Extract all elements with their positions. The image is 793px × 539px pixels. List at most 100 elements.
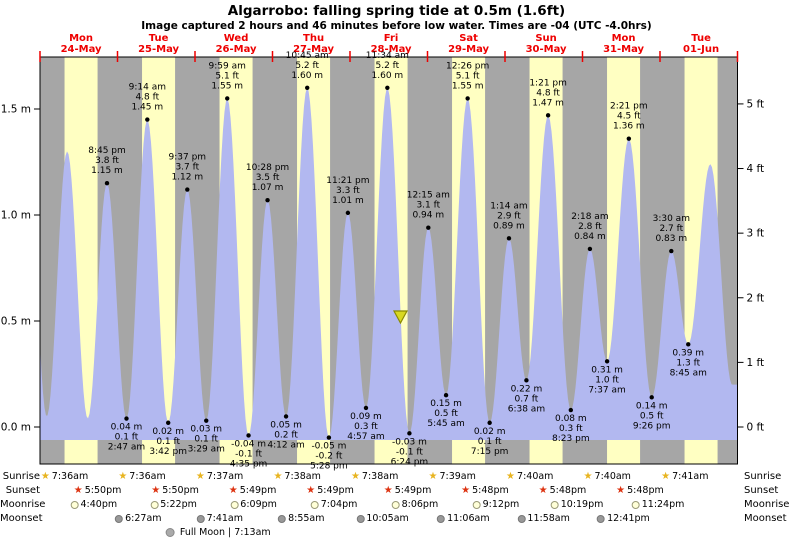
- sunset-icon: ★: [151, 484, 161, 496]
- moonset-time-entry: 10:05am: [356, 512, 409, 525]
- tide-annotation-line: 6:24 pm: [391, 457, 429, 467]
- tide-extreme-dot: [649, 395, 654, 400]
- sunset-icon: ★: [306, 484, 316, 496]
- day-date: 27-May: [293, 44, 334, 55]
- tide-annotation-line: 1.36 m: [613, 122, 645, 132]
- tide-annotation-line: 0.1 ft: [194, 435, 218, 445]
- moonrise-time-entry: 9:12pm: [472, 498, 519, 511]
- sunrise-icon: ★: [583, 470, 593, 482]
- tide-annotation-line: 0.5 ft: [434, 409, 458, 419]
- left-axis-label: 0.5 m: [1, 316, 31, 328]
- tide-area-curve: [40, 87, 738, 441]
- tide-annotation-line: 3.7 ft: [175, 163, 199, 173]
- sunset-icon: ★: [616, 484, 626, 496]
- left-axis-label: 1.0 m: [1, 210, 31, 222]
- tide-annotation-line: 5:45 am: [427, 419, 464, 429]
- full-moon-entry: Full Moon | 7:13am: [165, 526, 271, 539]
- tide-extreme-dot: [604, 359, 610, 364]
- moonset-time: 8:55am: [288, 513, 325, 524]
- tide-annotation-line: 0.39 m: [672, 348, 704, 358]
- moonrise-time: 8:06pm: [401, 499, 439, 510]
- moonset-icon: [517, 514, 526, 523]
- tide-annotation-line: 1.07 m: [252, 183, 284, 193]
- tide-annotation-line: 9:37 pm: [169, 153, 207, 163]
- sunset-time: 5:48pm: [472, 485, 509, 496]
- sunset-time: 5:50pm: [162, 485, 199, 496]
- tide-annotation-line: 0.09 m: [350, 412, 382, 422]
- day-boundary-ticks: [39, 51, 739, 62]
- sunrise-time-entry: ★ 7:38am: [351, 470, 398, 483]
- tide-extreme-dot: [545, 113, 551, 118]
- right-axis-label: 1 ft: [747, 357, 765, 369]
- sunset-time: 5:48pm: [627, 485, 664, 496]
- moonset-time-entry: 11:06am: [437, 512, 490, 525]
- sunset-label-right: Sunset: [744, 485, 779, 496]
- day-name: Fri: [384, 33, 399, 44]
- tide-annotation-line: 0.08 m: [555, 414, 587, 424]
- sunrise-icon: ★: [661, 470, 671, 482]
- tide-annotation-line: 2.8 ft: [578, 222, 602, 232]
- full-moon-text: Full Moon | 7:13am: [179, 527, 271, 538]
- tide-extreme-dot: [506, 236, 512, 241]
- tide-extreme-dot: [363, 405, 369, 411]
- day-name: Mon: [69, 33, 93, 44]
- tide-extreme-dot: [385, 85, 390, 91]
- tide-annotation-line: 6:38 am: [508, 404, 545, 414]
- right-axis-label: 5 ft: [747, 98, 765, 110]
- sunrise-time-entry: ★ 7:38am: [273, 470, 320, 483]
- tide-annotation-line: 3.5 ft: [256, 173, 280, 183]
- tide-annotation-line: 3.1 ft: [416, 201, 440, 211]
- tide-extreme-dot: [465, 96, 470, 101]
- tide-annotation-line: 9:14 am: [129, 83, 166, 93]
- tide-annotation-line: 11:34 am: [366, 51, 409, 61]
- moonset-time-entry: 11:58am: [517, 512, 570, 525]
- sunset-time: 5:49pm: [239, 485, 277, 496]
- day-date: 31-May: [603, 44, 644, 55]
- tide-annotation-line: 0.89 m: [493, 221, 525, 231]
- tide-annotation-line: 0.3 ft: [354, 422, 378, 432]
- tide-annotation-line: 7:37 am: [588, 385, 625, 395]
- tide-extreme-dot: [225, 96, 230, 101]
- tide-annotation-line: 1:21 pm: [529, 78, 567, 88]
- moonset-time-entry: 6:27am: [115, 512, 162, 525]
- tide-extreme-dot: [124, 416, 129, 421]
- sunset-time-entry: ★ 5:48pm: [539, 484, 587, 497]
- sunset-icon: ★: [538, 484, 548, 496]
- moonrise-row: 4:40pm 5:22pm 6:09pm 7:04pm 8:06pm 9:12pm 10:1…: [0, 498, 793, 512]
- title-block: Algarrobo: falling spring tide at 0.5m (…: [0, 3, 793, 32]
- tide-annotation-line: 3.3 ft: [336, 186, 360, 196]
- moonrise-time: 5:22pm: [160, 499, 197, 510]
- tide-annotation-line: 0.1 ft: [115, 433, 139, 443]
- tide-annotation-line: 9:26 pm: [633, 421, 671, 431]
- sunset-icon: ★: [73, 484, 83, 496]
- tide-annotation-line: 1.12 m: [171, 173, 203, 183]
- sunrise-icon: ★: [428, 470, 438, 482]
- day-date: 01-Jun: [683, 44, 719, 55]
- tide-annotation-line: 5.2 ft: [295, 61, 319, 71]
- sunrise-label-right: Sunrise: [744, 471, 782, 482]
- tide-annotation-line: 4:57 am: [347, 432, 384, 442]
- moonset-icon: [356, 514, 365, 523]
- moonrise-icon: [472, 500, 481, 509]
- right-axis-label: 2 ft: [747, 292, 765, 304]
- tide-annotation-line: 2.7 ft: [659, 224, 683, 234]
- moonrise-icon: [550, 500, 559, 509]
- tide-extreme-dot: [185, 187, 190, 192]
- sunset-time: 5:48pm: [549, 485, 587, 496]
- tide-annotations: 8:45 pm3.8 ft1.15 m0.04 m0.1 ft2:47 am9:…: [88, 51, 707, 472]
- moonset-icon: [597, 514, 606, 523]
- sunset-time-entry: ★ 5:50pm: [151, 484, 199, 497]
- right-axis-label: 4 ft: [747, 163, 765, 175]
- moonrise-time-entry: 6:09pm: [230, 498, 277, 511]
- y-axes: 0.0 m 0.5 m 1.0 m 1.5 m 0 ft 1 ft 2 ft 3 ft 4 ft…: [1, 98, 764, 433]
- sunset-time: 5:50pm: [84, 485, 122, 496]
- sunrise-time: 7:40am: [517, 471, 554, 482]
- sunset-time-entry: ★ 5:48pm: [461, 484, 509, 497]
- tide-annotation-line: 4.5 ft: [617, 112, 641, 122]
- tide-annotation-line: 1.01 m: [332, 196, 364, 206]
- tide-annotation-line: 1.47 m: [532, 98, 564, 108]
- tide-annotation-line: 1.55 m: [211, 81, 243, 91]
- tide-annotation-line: 0.2 ft: [274, 430, 298, 440]
